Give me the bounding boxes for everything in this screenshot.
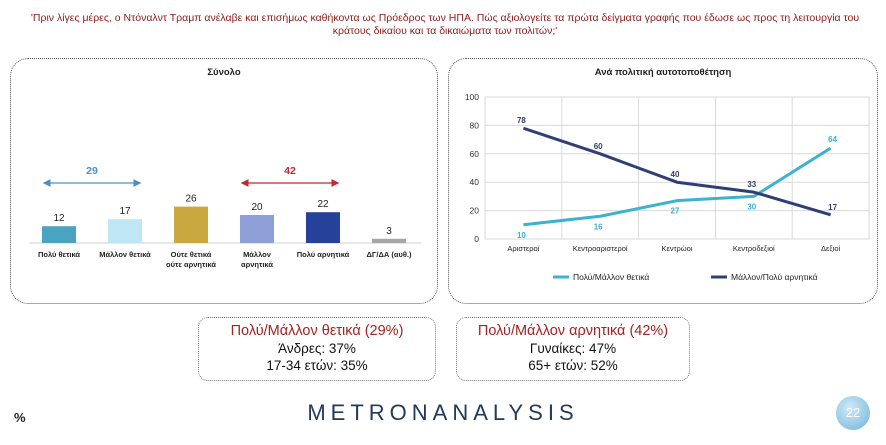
x-category-2: Κεντροαριστεροί <box>573 244 628 253</box>
bar-6 <box>372 238 406 243</box>
series-2-label-4: 33 <box>747 180 756 189</box>
bar-2 <box>108 219 142 243</box>
negative-summary-women: Γυναίκες: 47% <box>529 341 617 356</box>
bar-value-2: 17 <box>119 206 131 217</box>
x-category-1: Αριστεροί <box>507 244 539 253</box>
total-bar-chart: 12 Πολύ θετικά 17 Μάλλον θετικά 26 Ούτε θετικ… <box>29 165 421 269</box>
bar-category-2: Μάλλον θετικά <box>99 250 151 259</box>
legend-label-2: Μάλλον/Πολύ αρνητικά <box>731 272 818 282</box>
series-2-label-3: 40 <box>671 170 680 179</box>
range-label-1: 29 <box>86 165 98 177</box>
bar-value-5: 22 <box>317 199 329 210</box>
total-chart-panel: Σύνολο 12 Πολύ θετικά 17 Μάλλον θετικά 26 Ούτ… <box>10 58 438 304</box>
positive-summary-box: Πολύ/Μάλλον θετικά (29%) Άνδρες: 37% 17-… <box>198 317 436 381</box>
bar-5 <box>306 212 340 243</box>
x-category-4: Κεντροδεξιοί <box>733 244 775 253</box>
negative-summary-age: 65+ ετών: 52% <box>528 358 618 373</box>
bar-value-3: 26 <box>185 194 197 205</box>
negative-summary-heading: Πολύ/Μάλλον αρνητικά (42%) <box>477 323 669 339</box>
series-1-label-3: 27 <box>671 207 680 216</box>
series-2-label-1: 78 <box>517 116 526 125</box>
series-1-label-5: 64 <box>828 135 837 144</box>
brand-logo: METRONANALYSIS <box>307 400 579 425</box>
y-tick-80: 80 <box>470 120 480 130</box>
ideology-chart-title: Ανά πολιτική αυτοτοποθέτηση <box>594 67 732 78</box>
negative-summary-box: Πολύ/Μάλλον αρνητικά (42%) Γυναίκες: 47%… <box>456 317 690 381</box>
bar-category-5: Πολύ αρνητικά <box>297 250 350 259</box>
x-category-5: Δεξιοί <box>821 244 841 253</box>
series-line-2 <box>522 126 832 217</box>
bar-4 <box>240 215 274 243</box>
y-tick-20: 20 <box>470 206 480 216</box>
survey-question: 'Πριν λίγες μέρες, ο Ντόναλντ Τραμπ ανέλ… <box>30 12 860 37</box>
legend-label-1: Πολύ/Μάλλον θετικά <box>573 272 649 282</box>
series-1-label-4: 30 <box>747 202 756 211</box>
series-line-1 <box>523 146 832 227</box>
positive-summary-men: Άνδρες: 37% <box>278 341 356 356</box>
range-label-2: 42 <box>284 165 296 177</box>
bar-category-3: Ούτε θετικά ούτε αρνητικά <box>166 250 216 269</box>
bar-value-1: 12 <box>53 213 65 224</box>
positive-summary-heading: Πολύ/Μάλλον θετικά (29%) <box>230 323 404 339</box>
y-tick-60: 60 <box>470 149 480 159</box>
bar-value-6: 3 <box>386 226 392 237</box>
total-chart-title: Σύνολο <box>207 67 241 78</box>
series-2-label-2: 60 <box>594 142 603 151</box>
series-2-label-5: 17 <box>828 203 837 212</box>
bar-category-1: Πολύ θετικά <box>38 250 80 259</box>
x-category-3: Κεντρώοι <box>661 244 692 253</box>
bar-1 <box>42 226 76 243</box>
positive-summary-age: 17-34 ετών: 35% <box>266 358 368 373</box>
y-tick-0: 0 <box>474 234 479 244</box>
ideology-chart-panel: Ανά πολιτική αυτοτοποθέτηση 0 20 40 60 80 100… <box>448 58 878 304</box>
bar-category-4: Μάλλον αρνητικά <box>241 250 273 269</box>
series-1-label-1: 10 <box>517 231 526 240</box>
bar-3 <box>174 206 208 243</box>
percent-unit: % <box>14 410 26 425</box>
page-number-badge: 22 <box>836 396 870 430</box>
bar-value-4: 20 <box>251 202 263 213</box>
bar-category-6: ΔΓ/ΔΑ (αυθ.) <box>367 250 412 259</box>
series-1-label-2: 16 <box>594 222 603 231</box>
ideology-line-chart: 0 20 40 60 80 100 Αριστεροί Κεντροαριστεροί Κεντ… <box>465 92 870 282</box>
y-tick-100: 100 <box>465 92 479 102</box>
y-tick-40: 40 <box>470 177 480 187</box>
